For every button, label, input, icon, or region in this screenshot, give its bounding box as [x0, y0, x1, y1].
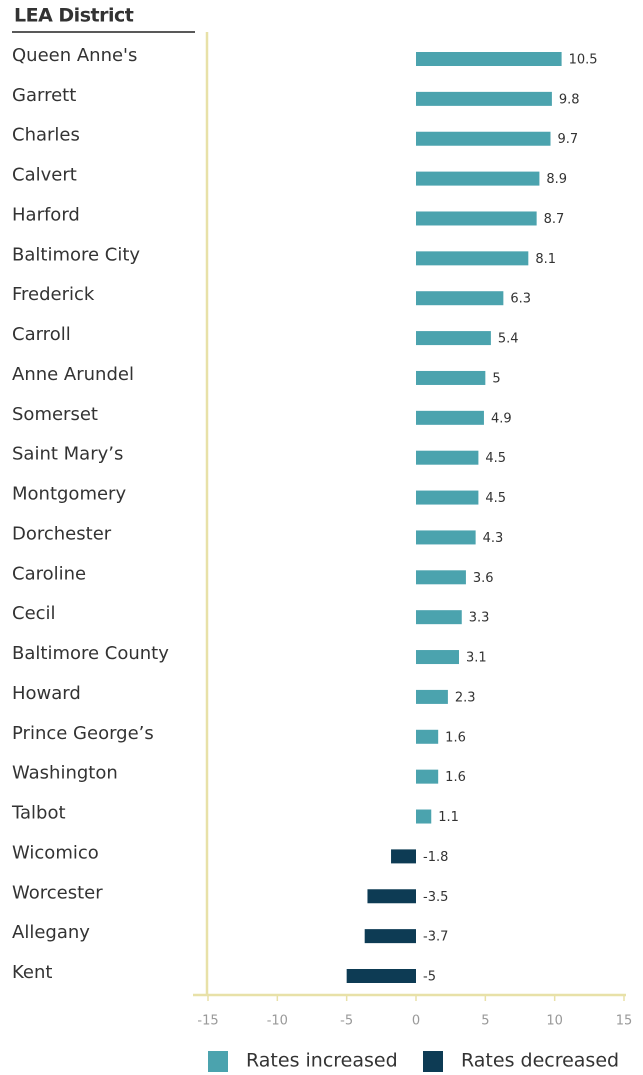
category-label: Somerset — [12, 404, 98, 425]
value-label: 8.1 — [535, 252, 556, 267]
x-tick-label: -5 — [340, 1014, 353, 1029]
category-label: Prince George’s — [12, 723, 154, 744]
category-label: Baltimore City — [12, 244, 140, 265]
x-tick-label: -10 — [267, 1014, 288, 1029]
value-label: 10.5 — [569, 53, 598, 68]
value-label: -1.8 — [423, 850, 448, 865]
legend-label: Rates decreased — [461, 1050, 619, 1072]
bar — [367, 889, 416, 904]
category-label: Garrett — [12, 85, 76, 106]
bar — [416, 410, 484, 425]
bar — [416, 610, 462, 625]
bar — [416, 570, 466, 585]
category-label: Washington — [12, 763, 118, 784]
legend-swatch — [423, 1051, 443, 1072]
value-label: 9.8 — [559, 92, 580, 107]
x-tick-label: 10 — [546, 1014, 563, 1029]
bar — [416, 171, 540, 186]
value-label: 1.1 — [438, 810, 459, 825]
category-label: Saint Mary’s — [12, 444, 123, 465]
value-label: 6.3 — [510, 292, 531, 307]
value-label: 4.5 — [485, 451, 506, 466]
bar — [416, 370, 486, 385]
value-label: 5.4 — [498, 332, 519, 347]
category-label: Allegany — [12, 922, 90, 943]
category-label: Kent — [12, 962, 52, 983]
value-label: 8.9 — [546, 172, 567, 187]
category-label: Anne Arundel — [12, 364, 134, 385]
legend-label: Rates increased — [246, 1050, 398, 1072]
x-tick-label: 5 — [481, 1014, 489, 1029]
bar — [416, 650, 459, 665]
value-label: 4.9 — [491, 411, 512, 426]
category-label: Charles — [12, 125, 80, 146]
category-label: Howard — [12, 683, 81, 704]
category-label: Baltimore County — [12, 643, 169, 664]
bar — [416, 729, 439, 744]
axis-title: LEA District — [14, 5, 134, 27]
category-label: Worcester — [12, 882, 103, 903]
category-label: Harford — [12, 204, 80, 225]
bar — [391, 849, 416, 864]
value-label: 3.6 — [473, 571, 494, 586]
bar — [416, 331, 491, 346]
value-label: -3.7 — [423, 930, 448, 945]
value-label: 4.3 — [483, 531, 504, 546]
bar — [416, 91, 552, 106]
category-label: Calvert — [12, 165, 77, 186]
bar — [416, 131, 551, 146]
x-tick-label: 0 — [412, 1014, 420, 1029]
bar — [416, 689, 448, 704]
value-label: 2.3 — [455, 690, 476, 705]
category-label: Queen Anne's — [12, 45, 137, 66]
category-label: Caroline — [12, 563, 86, 584]
bar — [416, 490, 479, 505]
bar — [416, 251, 529, 266]
legend-swatch — [208, 1051, 228, 1072]
value-label: -5 — [423, 970, 436, 985]
x-tick-label: 15 — [616, 1014, 633, 1029]
bar — [416, 809, 432, 824]
value-label: 1.6 — [445, 770, 466, 785]
value-label: 5 — [492, 371, 500, 386]
bar — [416, 530, 476, 545]
value-label: 1.6 — [445, 730, 466, 745]
category-label: Dorchester — [12, 523, 112, 544]
value-label: 9.7 — [558, 132, 579, 147]
value-label: 3.3 — [469, 611, 490, 626]
bar — [416, 52, 562, 66]
category-label: Montgomery — [12, 484, 126, 505]
x-tick-label: -15 — [197, 1014, 218, 1029]
value-label: -3.5 — [423, 890, 448, 905]
bar — [416, 291, 504, 306]
bar — [416, 450, 479, 465]
bar — [364, 929, 416, 944]
category-label: Wicomico — [12, 842, 99, 863]
value-label: 3.1 — [466, 651, 487, 666]
value-label: 4.5 — [485, 491, 506, 506]
category-label: Frederick — [12, 284, 95, 305]
bar — [346, 969, 416, 983]
bar — [416, 769, 439, 784]
bar — [416, 211, 537, 226]
category-label: Talbot — [11, 803, 66, 824]
category-label: Cecil — [12, 603, 56, 624]
value-label: 8.7 — [544, 212, 565, 227]
category-label: Carroll — [12, 324, 71, 345]
